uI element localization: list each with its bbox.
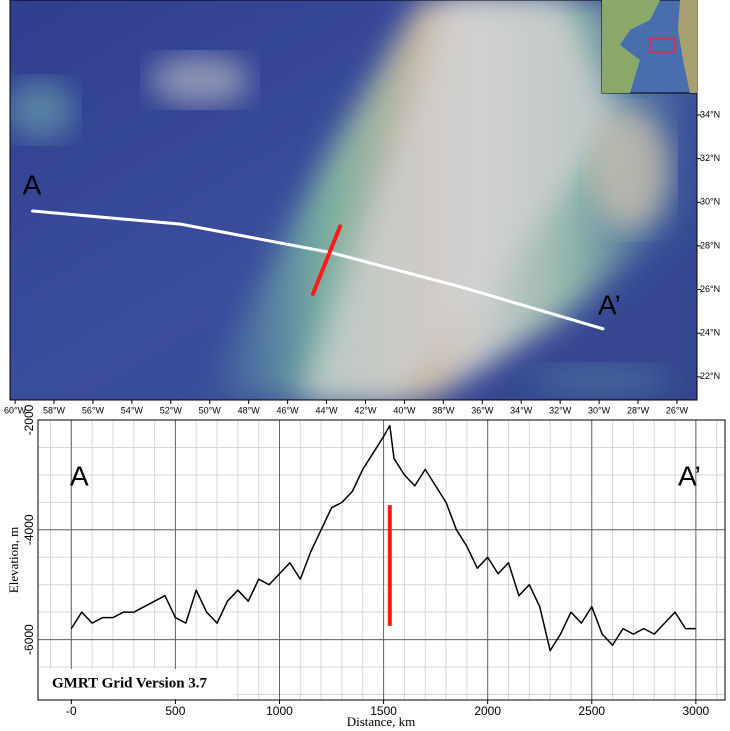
end-label: A’ [678, 460, 701, 491]
x-tick-label: 1500 [370, 704, 397, 718]
footer-label: GMRT Grid Version 3.7 [52, 675, 208, 691]
footer-box [39, 669, 235, 699]
plot-frame [37, 419, 726, 701]
lon-tick-label: 58°W [43, 405, 66, 415]
lon-tick-label: 60°W [4, 405, 27, 415]
lon-tick-label: 40°W [393, 405, 416, 415]
lon-tick-label: 26°W [666, 405, 689, 415]
lon-tick-label: 52°W [160, 405, 183, 415]
lon-tick-label: 42°W [354, 405, 377, 415]
lon-tick-label: 34°W [510, 405, 533, 415]
lat-tick-label: 28°N [700, 240, 720, 250]
y-tick-label: -6000 [22, 624, 36, 655]
lat-tick-label: 32°N [700, 153, 720, 163]
start-label: A [23, 169, 42, 200]
lon-tick-label: 46°W [277, 405, 300, 415]
x-axis-title: Distance, km [347, 714, 416, 729]
inset-map [601, 0, 698, 94]
end-label: A’ [598, 289, 621, 320]
x-tick-label: 3000 [683, 704, 710, 718]
lat-tick-label: 34°N [700, 109, 720, 119]
lon-tick-label: 38°W [432, 405, 455, 415]
lon-tick-label: 36°W [471, 405, 494, 415]
x-tick-label: 2500 [578, 704, 605, 718]
lon-tick-label: 50°W [199, 405, 222, 415]
plot-area [38, 420, 725, 700]
map-relief [10, 0, 697, 400]
y-tick-label: -4000 [22, 514, 36, 545]
x-tick-label: -0 [66, 704, 77, 718]
y-axis-title: Elevation, m [6, 527, 21, 593]
ridge-crossing [310, 224, 343, 296]
elevation-line [70, 424, 696, 652]
x-tick-label: 500 [165, 704, 185, 718]
y-tick-label: -2000 [22, 404, 36, 435]
lon-tick-label: 48°W [238, 405, 261, 415]
start-label: A [70, 460, 89, 491]
lat-tick-label: 22°N [700, 371, 720, 381]
x-tick-label: 2000 [474, 704, 501, 718]
lat-tick-label: 24°N [700, 328, 720, 338]
lon-tick-label: 30°W [588, 405, 611, 415]
profile-chart: -0 500 1000 1500 2000 2500 3000 -2000 -4000 -6000… [6, 404, 726, 729]
lat-tick-label: 26°N [700, 284, 720, 294]
map: 60°W 58°W 56°W 54°W 52°W 50°W 48°W 46°W 44°W 42°W… [4, 0, 721, 416]
lon-tick-label: 32°W [549, 405, 572, 415]
lon-tick-label: 28°W [627, 405, 650, 415]
lon-tick-label: 56°W [82, 405, 105, 415]
lon-tick-label: 54°W [121, 405, 144, 415]
x-tick-label: 1000 [266, 704, 293, 718]
lat-tick-label: 30°N [700, 197, 720, 207]
lon-tick-label: 44°W [315, 405, 338, 415]
